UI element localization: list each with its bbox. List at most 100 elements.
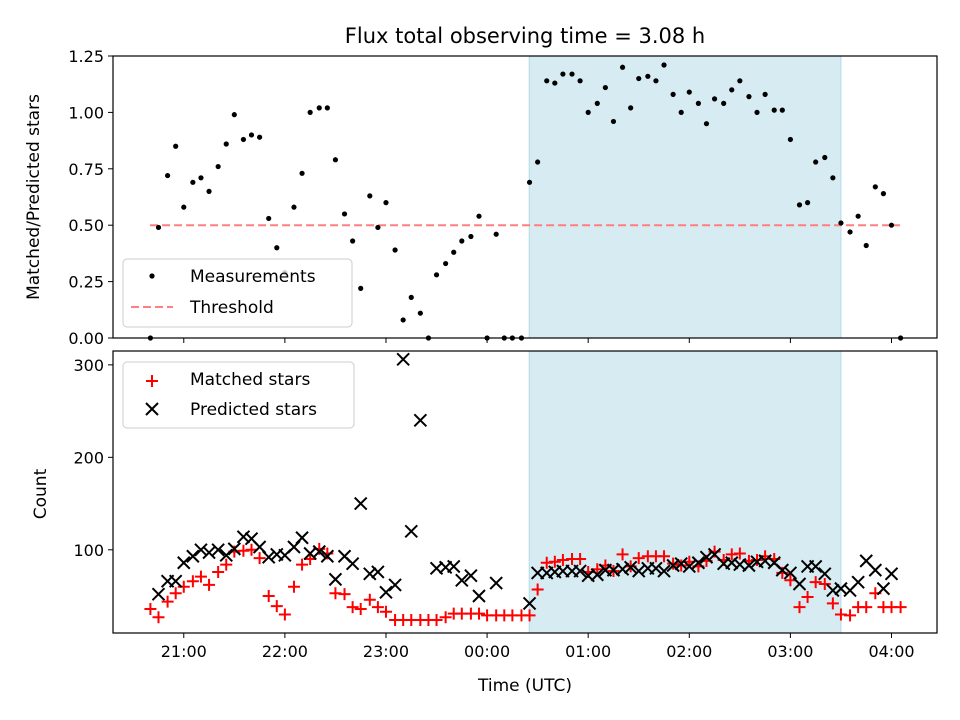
matched-star-point <box>430 614 443 627</box>
matched-star-point <box>354 602 367 615</box>
top-y-tick-label: 0.75 <box>68 160 104 179</box>
measurement-point <box>737 78 743 84</box>
predicted-star-point <box>363 567 377 581</box>
predicted-star-point <box>691 556 706 570</box>
predicted-star-point <box>808 559 823 574</box>
predicted-star-point <box>177 556 191 570</box>
bottom-legend: Matched stars Predicted stars <box>122 361 355 429</box>
matched-star-point <box>169 587 182 600</box>
x-axis-label: Time (UTC) <box>477 676 572 696</box>
predicted-star-point <box>312 544 326 559</box>
measurement-point <box>594 100 600 106</box>
predicted-star-point <box>455 573 469 588</box>
predicted-star-point <box>742 558 756 573</box>
bottom-y-tick-label: 300 <box>73 356 104 375</box>
predicted-star-point <box>649 561 663 575</box>
predicted-star-point <box>666 558 680 573</box>
predicted-star-point <box>615 562 630 576</box>
x-tick-label: 21:00 <box>161 642 207 661</box>
matched-star-point <box>793 601 806 614</box>
measurement-point <box>198 175 204 181</box>
top-y-tick-label: 0.00 <box>68 329 104 348</box>
predicted-star-point <box>211 543 225 557</box>
legend-measurements-label: Measurements <box>190 267 316 287</box>
legend-matched-label: Matched stars <box>190 370 310 390</box>
predicted-star-point <box>219 548 233 563</box>
top-plot-frame <box>112 55 938 339</box>
predicted-star-point <box>623 560 638 575</box>
measurement-point <box>324 105 330 111</box>
predicted-star-point <box>261 550 276 564</box>
predicted-star-point <box>464 568 478 583</box>
bottom-plot-frame <box>112 350 938 634</box>
chart-title: Flux total observing time = 3.08 h <box>345 24 705 48</box>
measurement-point <box>585 109 591 115</box>
predicted-star-point <box>472 589 486 603</box>
measurement-point <box>443 260 449 267</box>
predicted-star-point <box>876 581 891 596</box>
measurement-point <box>711 96 718 102</box>
predicted-star-point <box>236 530 251 544</box>
legend-threshold-label: Threshold <box>189 298 274 318</box>
measurement-point <box>476 213 482 219</box>
measurement-point <box>266 215 272 222</box>
measurement-point <box>307 109 313 115</box>
predicted-star-point <box>792 577 807 591</box>
matched-star-point <box>278 608 291 621</box>
measurement-point <box>804 200 811 206</box>
measurement-point <box>888 222 895 228</box>
matched-star-point <box>472 607 485 620</box>
measurement-point <box>610 118 617 125</box>
measurement-point <box>628 105 634 111</box>
measurement-point <box>181 204 187 210</box>
predicted-star-point <box>413 413 428 428</box>
measurement-point <box>299 170 305 176</box>
predicted-star-point <box>775 563 790 577</box>
legend-matched-marker <box>146 375 158 387</box>
predicted-star-point <box>851 575 865 589</box>
measurement-point <box>838 220 844 226</box>
matched-star-point <box>379 605 392 618</box>
matched-star-point <box>733 547 746 560</box>
legend-predicted-label: Predicted stars <box>190 400 317 420</box>
predicted-star-point <box>489 576 503 590</box>
measurement-point <box>746 94 752 100</box>
measurement-point <box>787 136 793 143</box>
matched-star-point <box>371 601 384 614</box>
measurement-point <box>771 107 777 113</box>
measurement-point <box>552 80 558 86</box>
predicted-star-point <box>320 549 335 563</box>
measurement-point <box>468 233 474 240</box>
matched-star-point <box>363 593 376 606</box>
measurement-point <box>880 191 887 197</box>
predicted-star-point <box>447 559 461 574</box>
matched-star-point <box>304 553 317 566</box>
matched-star-point <box>818 577 831 590</box>
x-tick-label: 02:00 <box>666 642 712 661</box>
legend-measurement-marker <box>149 273 155 279</box>
measurement-point <box>560 71 566 77</box>
predicted-star-point <box>379 585 393 600</box>
measurement-point <box>695 100 701 106</box>
predicted-star-point <box>227 542 242 556</box>
bottom-panel: 100 200 300 21:00 22:00 23:00 00:00 01:00 02:00… <box>31 350 938 696</box>
measurement-point <box>257 134 263 140</box>
matched-star-point <box>338 588 351 601</box>
matched-star-point <box>346 601 359 614</box>
measurement-point <box>526 179 533 185</box>
matched-star-point <box>667 557 680 570</box>
measurement-point <box>433 272 440 278</box>
measurement-point <box>316 105 322 111</box>
measurement-point <box>223 141 229 147</box>
measurement-point <box>451 249 457 255</box>
predicted-star-point <box>573 564 587 578</box>
bottom-y-tick-label: 100 <box>73 541 104 560</box>
predicted-star-point <box>522 596 537 611</box>
matched-star-point <box>270 600 283 613</box>
x-tick-label: 03:00 <box>767 642 813 661</box>
observing-window-shade-bottom <box>528 350 842 634</box>
measurement-point <box>341 211 348 217</box>
matched-star-point <box>194 570 207 583</box>
measurement-point <box>796 202 803 208</box>
measurement-point <box>855 213 861 219</box>
